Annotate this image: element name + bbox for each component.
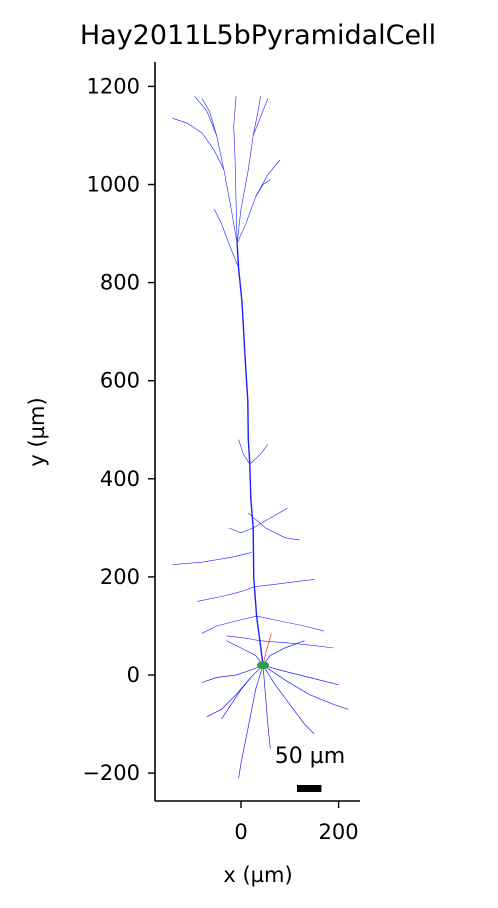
y-tick-label: 1200	[87, 74, 140, 98]
oblique-dendrite	[253, 507, 288, 529]
apical-tuft-branch	[236, 96, 261, 244]
scale-bar: 50 µm	[275, 744, 345, 792]
scale-bar-label: 50 µm	[275, 744, 345, 769]
y-tick-label: 0	[127, 663, 140, 687]
oblique-dendrite	[226, 635, 260, 641]
basal-dendrite	[206, 677, 252, 718]
basal-dendrite	[238, 665, 264, 779]
oblique-dendrite	[201, 615, 257, 634]
oblique-dendrite	[256, 615, 325, 632]
apical-tuft-branch	[236, 159, 281, 244]
x-tick-label: 200	[319, 820, 359, 844]
basal-dendrites	[201, 640, 349, 779]
apical-tuft-branch	[213, 208, 239, 269]
morphology-plot	[172, 96, 349, 779]
y-tick-label: −200	[82, 761, 140, 785]
apical-tuft-branch	[255, 179, 271, 197]
apical-dendrites	[172, 96, 281, 269]
oblique-dendrite	[249, 444, 269, 465]
x-axis-label: x (µm)	[223, 863, 292, 887]
y-tick-label: 600	[100, 369, 140, 393]
basal-dendrite	[262, 640, 305, 666]
apical-tuft-branch	[233, 96, 238, 244]
y-tick-label: 1000	[87, 173, 140, 197]
oblique-dendrite	[259, 640, 334, 649]
oblique-dendrites	[172, 439, 334, 649]
basal-dendrite	[262, 664, 349, 710]
y-axis-ticks: −200 0 200 400 600 800 1000 1200	[82, 74, 155, 785]
oblique-dendrite	[248, 512, 300, 541]
basal-dendrite	[262, 665, 315, 735]
chart-title: Hay2011L5bPyramidalCell	[80, 20, 436, 51]
soma	[256, 661, 269, 670]
basal-dendrite	[262, 665, 271, 749]
basal-dendrite	[221, 664, 264, 720]
basal-dendrite	[262, 664, 339, 686]
basal-dendrite	[201, 664, 264, 683]
y-axis-label: y (µm)	[25, 397, 49, 466]
y-tick-label: 400	[100, 467, 140, 491]
scale-bar-line	[297, 785, 322, 792]
oblique-dendrite	[254, 579, 315, 587]
y-tick-label: 200	[100, 565, 140, 589]
x-axis-ticks: 0 200	[234, 801, 359, 844]
y-tick-label: 800	[100, 271, 140, 295]
axon-segment	[262, 633, 272, 666]
oblique-dendrite	[172, 552, 252, 565]
apical-trunk	[236, 243, 264, 666]
apical-tuft-branch	[194, 96, 238, 244]
oblique-dendrite	[238, 439, 251, 465]
apical-tuft-branch	[201, 98, 217, 136]
apical-tuft-branch	[172, 118, 225, 170]
basal-dendrite	[226, 640, 264, 666]
oblique-dendrite	[197, 586, 255, 602]
apical-tuft-branch	[252, 98, 269, 136]
oblique-dendrite	[228, 527, 254, 534]
x-tick-label: 0	[234, 820, 247, 844]
